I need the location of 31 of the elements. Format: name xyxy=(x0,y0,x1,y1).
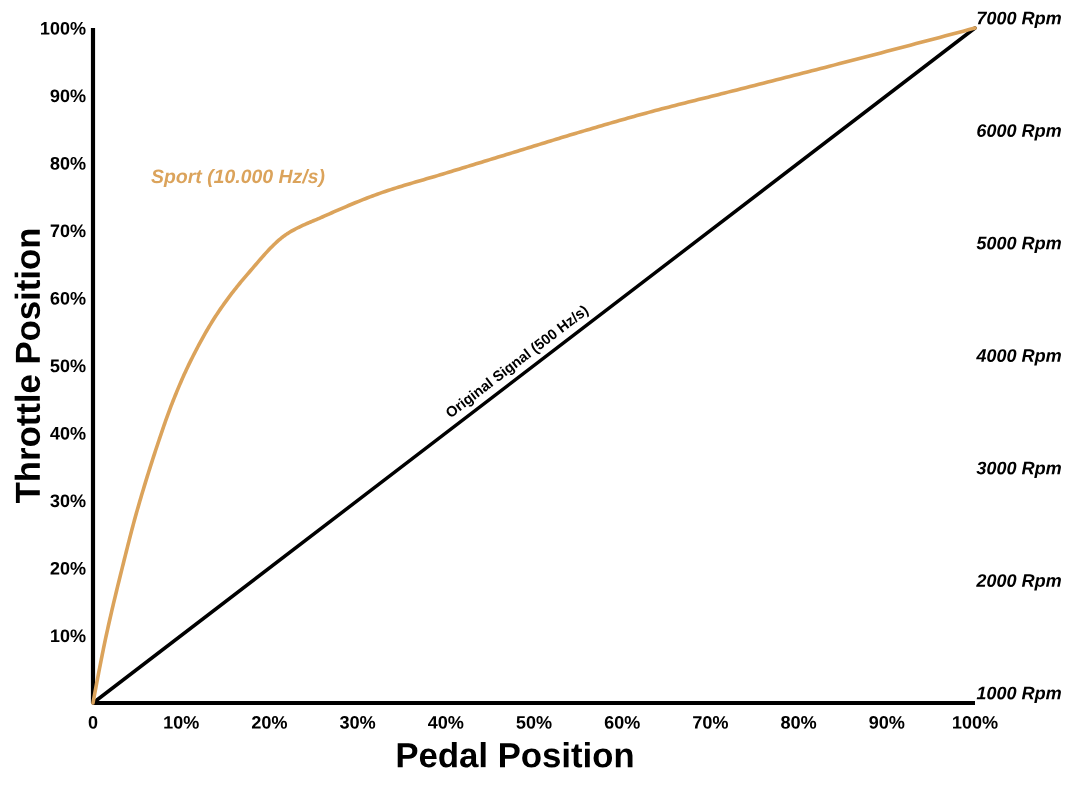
x-tick-label: 50% xyxy=(516,715,552,729)
x-tick-label: 20% xyxy=(251,715,287,729)
y2-tick-label: 6000 Rpm xyxy=(977,124,1061,141)
y2-tick-label: 2000 Rpm xyxy=(976,574,1061,591)
y-axis-title: Throttle Position xyxy=(14,229,41,504)
y2-tick-label: 4000 Rpm xyxy=(976,349,1061,366)
y2-tick-label: 1000 Rpm xyxy=(976,686,1061,703)
y-tick-label: 80% xyxy=(50,156,86,170)
y-tick-label: 20% xyxy=(50,561,86,575)
x-tick-label: 30% xyxy=(339,715,376,729)
x-tick-label: 40% xyxy=(428,715,464,729)
series-label: Sport (10.000 Hz/s) xyxy=(151,168,325,188)
y-tick-label: 90% xyxy=(50,89,86,103)
y-tick-label: 10% xyxy=(51,629,86,643)
x-tick-label: 80% xyxy=(781,715,817,729)
x-tick-label: 10% xyxy=(164,715,199,729)
y-tick-label: 30% xyxy=(50,494,86,508)
x-tick-label: 100% xyxy=(953,715,998,729)
x-tick-label: 90% xyxy=(869,715,905,729)
y-tick-label: 70% xyxy=(50,224,86,238)
y-tick-label: 40% xyxy=(50,426,86,440)
y-tick-label: 50% xyxy=(50,359,86,373)
x-axis-title: Pedal Position xyxy=(397,742,633,768)
y-tick-label: 60% xyxy=(50,291,86,305)
y-tick-label: 100% xyxy=(41,21,86,35)
x-tick-label: 70% xyxy=(693,715,728,729)
y2-tick-label: 3000 Rpm xyxy=(976,461,1061,478)
x-tick-label: 0 xyxy=(88,715,98,729)
y2-tick-label: 7000 Rpm xyxy=(977,11,1061,28)
x-tick-label: 60% xyxy=(604,715,640,729)
y2-tick-label: 5000 Rpm xyxy=(976,236,1061,253)
